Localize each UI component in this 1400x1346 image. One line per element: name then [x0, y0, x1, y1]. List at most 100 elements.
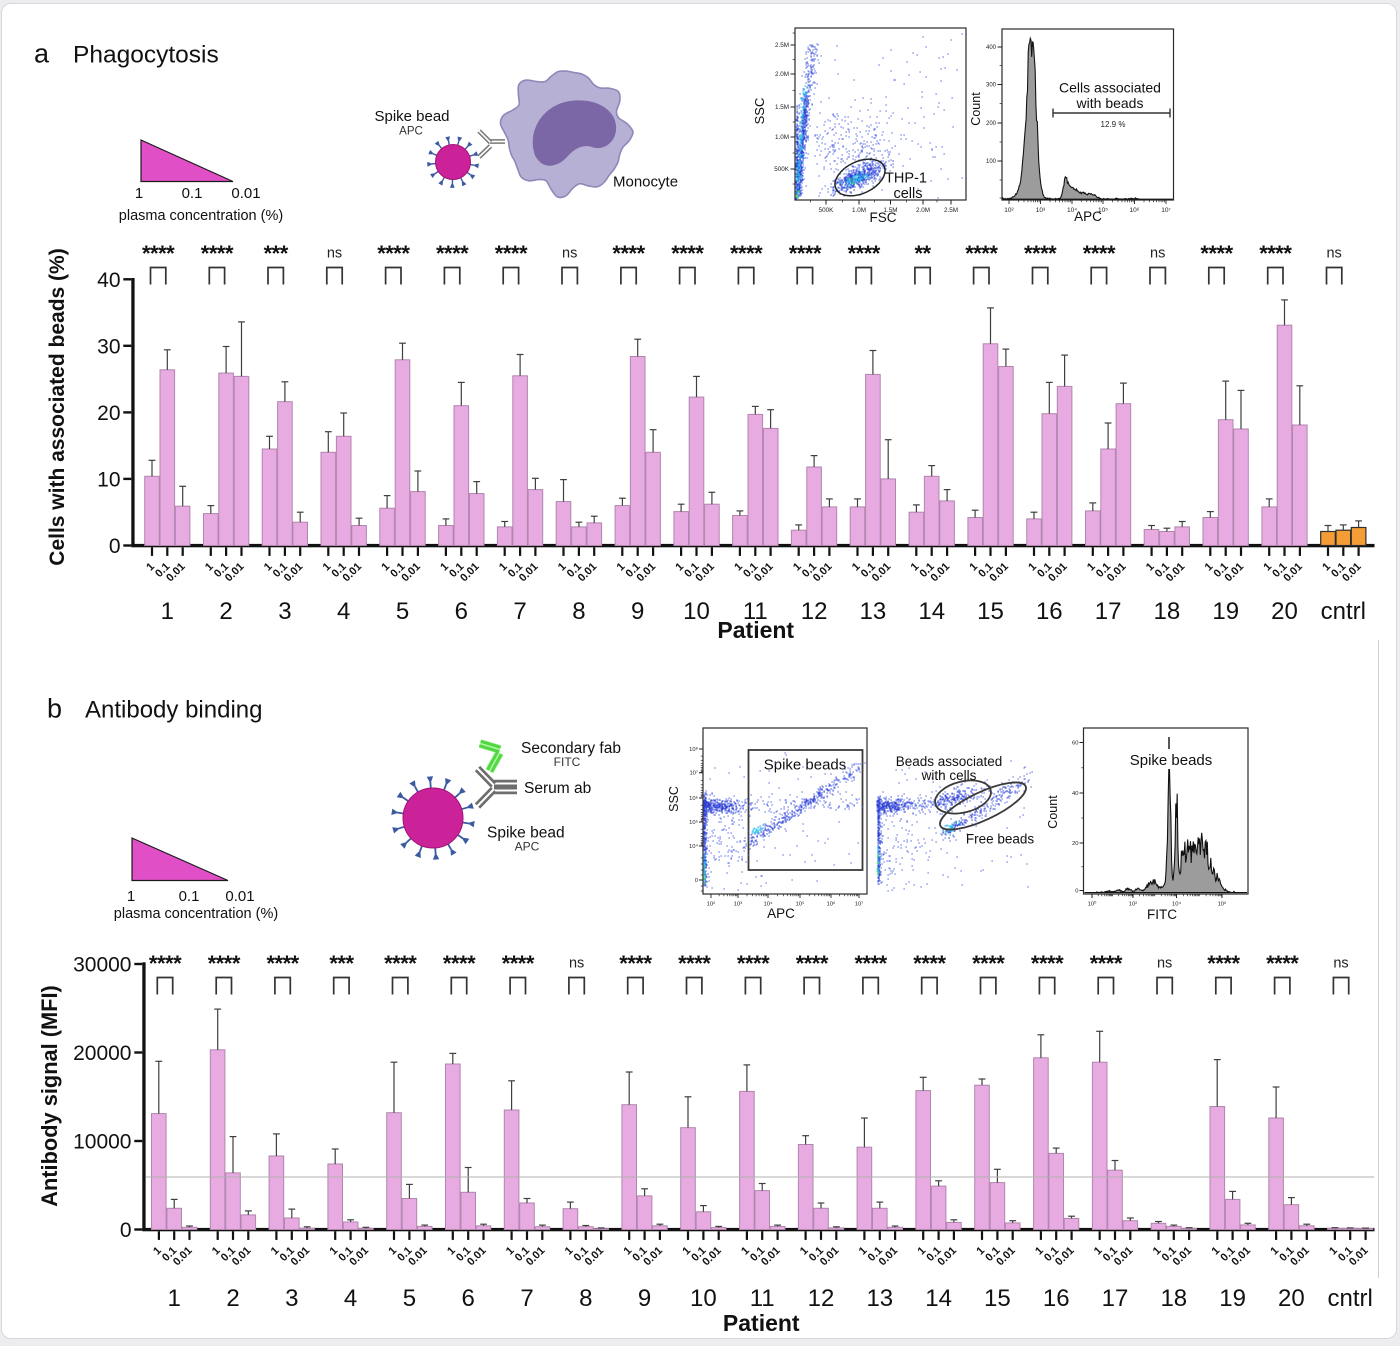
svg-text:****: ****: [149, 951, 182, 976]
svg-text:3: 3: [278, 598, 291, 625]
svg-text:0.01: 0.01: [583, 1245, 607, 1269]
svg-text:16: 16: [1043, 1285, 1070, 1312]
svg-text:****: ****: [796, 951, 829, 976]
svg-text:0.01: 0.01: [870, 561, 894, 585]
svg-text:****: ****: [671, 241, 704, 266]
svg-text:Secondary fab: Secondary fab: [521, 740, 621, 757]
svg-text:1: 1: [135, 185, 143, 202]
svg-text:0.01: 0.01: [164, 561, 188, 585]
svg-text:****: ****: [913, 951, 946, 976]
svg-text:0.01: 0.01: [759, 1245, 783, 1269]
svg-text:Count: Count: [969, 92, 983, 126]
svg-text:****: ****: [1024, 241, 1057, 266]
svg-text:60: 60: [1072, 741, 1078, 747]
svg-text:30000: 30000: [73, 954, 131, 977]
svg-text:****: ****: [1207, 951, 1240, 976]
svg-text:0.01: 0.01: [1340, 561, 1364, 585]
svg-text:ns: ns: [327, 246, 342, 262]
svg-text:Phagocytosis: Phagocytosis: [73, 42, 219, 69]
svg-text:0.1: 0.1: [179, 888, 200, 905]
svg-text:10⁷: 10⁷: [1161, 207, 1171, 214]
svg-text:10⁵: 10⁵: [689, 819, 698, 826]
svg-text:20000: 20000: [73, 1042, 131, 1065]
svg-text:0.01: 0.01: [223, 561, 247, 585]
svg-text:APC: APC: [399, 126, 423, 138]
svg-text:1: 1: [127, 888, 135, 905]
svg-text:2: 2: [226, 1285, 239, 1312]
svg-text:16: 16: [1036, 598, 1063, 625]
svg-text:10: 10: [683, 598, 710, 625]
svg-text:Cells with associated beads (%: Cells with associated beads (%): [46, 248, 69, 565]
svg-text:0.01: 0.01: [576, 561, 600, 585]
svg-text:11: 11: [750, 1285, 775, 1312]
svg-text:1.0M: 1.0M: [852, 207, 866, 214]
svg-text:0.01: 0.01: [225, 888, 254, 905]
svg-text:0.01: 0.01: [1281, 561, 1305, 585]
svg-text:****: ****: [972, 951, 1005, 976]
svg-text:100: 100: [986, 159, 997, 165]
svg-text:Spike bead: Spike bead: [487, 825, 565, 842]
svg-text:0.01: 0.01: [641, 1245, 665, 1269]
svg-text:8: 8: [572, 598, 585, 625]
svg-text:****: ****: [855, 951, 888, 976]
svg-text:10⁷: 10⁷: [689, 770, 698, 777]
svg-text:0: 0: [120, 1219, 132, 1242]
svg-text:15: 15: [977, 598, 1004, 625]
svg-text:10²: 10²: [707, 902, 715, 908]
svg-text:10⁰: 10⁰: [1088, 901, 1097, 908]
svg-text:4: 4: [344, 1285, 357, 1312]
svg-text:10³: 10³: [734, 902, 742, 908]
svg-text:FSC: FSC: [870, 210, 897, 225]
svg-text:14: 14: [925, 1285, 952, 1312]
svg-text:0: 0: [695, 878, 698, 884]
svg-text:SSC: SSC: [667, 786, 681, 812]
svg-text:18: 18: [1154, 598, 1181, 625]
svg-text:13: 13: [860, 598, 887, 625]
svg-text:200: 200: [986, 121, 997, 127]
svg-text:****: ****: [789, 241, 822, 266]
svg-text:10: 10: [690, 1285, 717, 1312]
svg-text:300: 300: [986, 83, 997, 89]
svg-text:19: 19: [1219, 1285, 1246, 1312]
svg-text:0.01: 0.01: [987, 561, 1011, 585]
svg-text:FITC: FITC: [1147, 907, 1177, 922]
svg-text:****: ****: [678, 951, 711, 976]
svg-text:****: ****: [1200, 241, 1233, 266]
svg-text:0.01: 0.01: [693, 561, 717, 585]
svg-text:10⁴: 10⁴: [1067, 207, 1077, 214]
svg-text:0.01: 0.01: [752, 561, 776, 585]
svg-text:10⁴: 10⁴: [1172, 901, 1181, 908]
svg-text:0.01: 0.01: [1053, 1245, 1077, 1269]
svg-text:****: ****: [502, 951, 535, 976]
svg-text:****: ****: [1031, 951, 1064, 976]
svg-text:1.0M: 1.0M: [775, 134, 789, 141]
svg-text:Beads associated: Beads associated: [896, 754, 1003, 769]
svg-text:****: ****: [443, 951, 476, 976]
svg-text:****: ****: [377, 241, 410, 266]
svg-text:2: 2: [219, 598, 232, 625]
svg-text:12.9 %: 12.9 %: [1101, 120, 1126, 129]
svg-text:****: ****: [1090, 951, 1123, 976]
svg-text:4: 4: [337, 598, 350, 625]
svg-text:0: 0: [1075, 889, 1078, 895]
svg-text:cells: cells: [893, 186, 922, 202]
svg-text:0.01: 0.01: [818, 1245, 842, 1269]
svg-text:10³: 10³: [1036, 207, 1046, 214]
svg-text:15: 15: [984, 1285, 1011, 1312]
svg-text:40: 40: [97, 269, 120, 292]
svg-text:12: 12: [801, 598, 828, 625]
svg-text:ns: ns: [562, 246, 577, 262]
svg-text:APC: APC: [1074, 209, 1102, 224]
svg-text:ns: ns: [1333, 956, 1348, 972]
svg-text:Spike beads: Spike beads: [764, 757, 847, 774]
svg-text:cntrl: cntrl: [1321, 598, 1366, 625]
svg-text:cntrl: cntrl: [1328, 1285, 1373, 1312]
svg-text:a: a: [34, 39, 50, 69]
svg-text:2.5M: 2.5M: [944, 207, 958, 214]
svg-text:10000: 10000: [73, 1131, 131, 1154]
svg-text:0.01: 0.01: [230, 1245, 254, 1269]
svg-text:APC: APC: [767, 906, 795, 921]
svg-text:500K: 500K: [774, 166, 790, 173]
svg-text:Free beads: Free beads: [966, 832, 1035, 847]
svg-text:****: ****: [267, 951, 300, 976]
